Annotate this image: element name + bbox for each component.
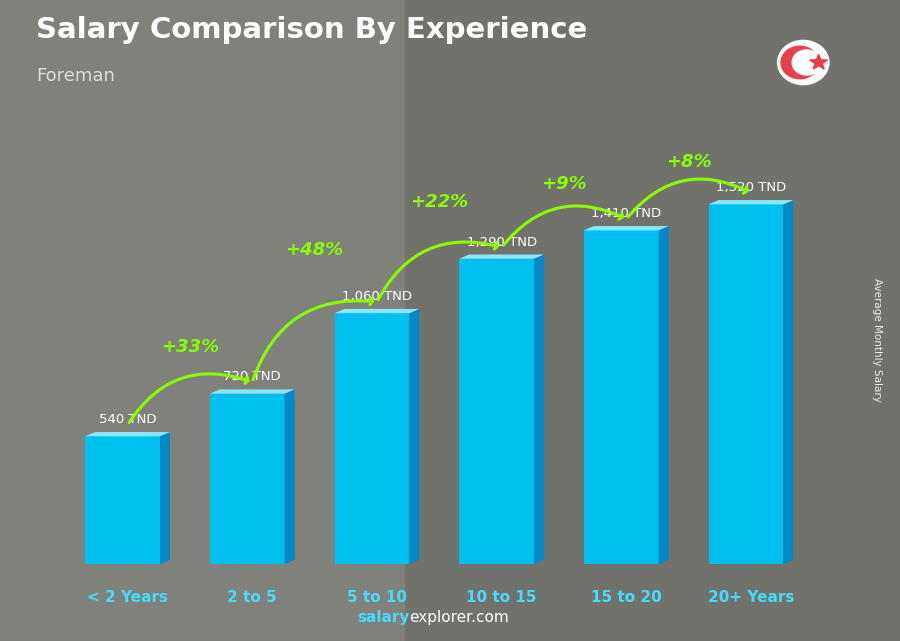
Text: 540 TND: 540 TND xyxy=(99,413,157,426)
Polygon shape xyxy=(160,432,170,564)
Bar xyxy=(405,0,900,641)
Polygon shape xyxy=(659,226,669,564)
FancyBboxPatch shape xyxy=(335,313,410,564)
Bar xyxy=(0,0,405,641)
Text: 1,410 TND: 1,410 TND xyxy=(591,207,662,221)
Text: Average Monthly Salary: Average Monthly Salary xyxy=(872,278,883,402)
Polygon shape xyxy=(459,254,544,259)
Text: 2 to 5: 2 to 5 xyxy=(228,590,277,605)
Text: 1,060 TND: 1,060 TND xyxy=(342,290,412,303)
FancyBboxPatch shape xyxy=(86,437,160,564)
Polygon shape xyxy=(86,432,170,437)
Text: 5 to 10: 5 to 10 xyxy=(346,590,407,605)
FancyBboxPatch shape xyxy=(459,259,534,564)
Text: 20+ Years: 20+ Years xyxy=(707,590,794,605)
Polygon shape xyxy=(335,309,419,313)
Polygon shape xyxy=(534,254,544,564)
Polygon shape xyxy=(708,200,794,204)
Text: 1,520 TND: 1,520 TND xyxy=(716,181,786,194)
Polygon shape xyxy=(410,309,419,564)
Circle shape xyxy=(792,50,821,75)
Text: +22%: +22% xyxy=(410,194,468,212)
FancyBboxPatch shape xyxy=(584,230,659,564)
Text: +33%: +33% xyxy=(161,338,219,356)
Polygon shape xyxy=(210,390,294,394)
Text: 15 to 20: 15 to 20 xyxy=(591,590,662,605)
Text: explorer.com: explorer.com xyxy=(410,610,509,625)
Text: +9%: +9% xyxy=(541,174,587,192)
Polygon shape xyxy=(584,226,669,230)
Text: 1,290 TND: 1,290 TND xyxy=(466,236,536,249)
FancyBboxPatch shape xyxy=(708,204,783,564)
Text: Salary Comparison By Experience: Salary Comparison By Experience xyxy=(36,16,587,44)
Circle shape xyxy=(781,46,819,79)
FancyBboxPatch shape xyxy=(210,394,284,564)
Text: < 2 Years: < 2 Years xyxy=(87,590,168,605)
Text: Foreman: Foreman xyxy=(36,67,115,85)
Circle shape xyxy=(778,40,829,85)
Text: +48%: +48% xyxy=(285,241,344,259)
Text: 720 TND: 720 TND xyxy=(223,370,281,383)
Polygon shape xyxy=(810,54,828,69)
Text: salary: salary xyxy=(357,610,410,625)
Polygon shape xyxy=(783,200,794,564)
Text: +8%: +8% xyxy=(666,153,711,171)
Text: 10 to 15: 10 to 15 xyxy=(466,590,537,605)
Polygon shape xyxy=(284,390,294,564)
